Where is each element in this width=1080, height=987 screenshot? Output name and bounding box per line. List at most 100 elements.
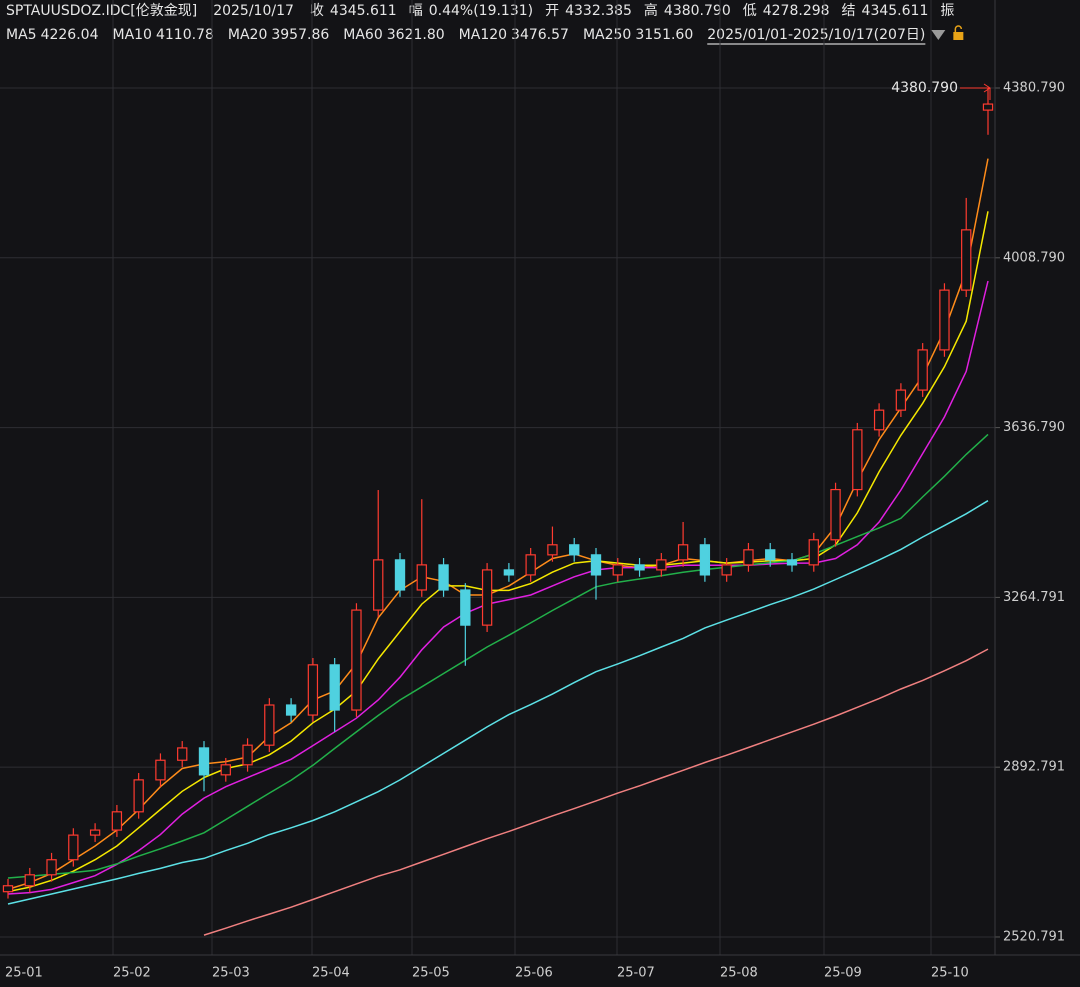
ma-line	[7, 280, 989, 895]
candle-body	[2, 885, 14, 893]
legend-name: MA5	[6, 27, 37, 43]
y-tick-label: 3264.791	[1003, 590, 1065, 605]
x-tick-label: 25-07	[617, 966, 655, 981]
candle-body	[634, 564, 645, 571]
y-tick-label: 4380.790	[1003, 81, 1065, 96]
x-tick-label: 25-02	[113, 966, 151, 981]
candle-body	[68, 834, 79, 861]
legend-name: MA20	[228, 27, 267, 43]
quote-label: 低	[743, 3, 757, 19]
quote-value: 4380.790	[664, 3, 731, 19]
candle-body	[590, 554, 602, 576]
candle-body	[765, 549, 776, 561]
legend-value: 3151.60	[635, 27, 693, 43]
axes: 4380.790 4008.790 3636.790 3264.791 2892.791…	[5, 80, 1065, 980]
grid	[0, 0, 995, 955]
header: SPTAUUSDOZ.IDC[伦敦金现] 2025/10/17 收 4345.611 幅…	[6, 2, 954, 19]
legend-value: 4226.04	[41, 27, 99, 43]
quote-value: 0.44%(19.131)	[429, 3, 533, 19]
x-tick-label: 25-05	[412, 966, 450, 981]
legend: MA5 4226.04 MA10 4110.78 MA20 3957.86 MA60 3621…	[6, 25, 964, 45]
candle-body	[242, 744, 253, 766]
candle-body	[220, 764, 231, 776]
x-tick-label: 25-01	[5, 966, 43, 981]
x-tick-label: 25-06	[515, 966, 553, 981]
candle-body	[873, 409, 885, 431]
candle-body	[46, 859, 57, 876]
max-label: 4380.790	[891, 80, 958, 96]
ma-line	[7, 500, 989, 905]
quote-value: 4278.298	[763, 3, 830, 19]
legend-name: MA250	[583, 27, 631, 43]
quote-label: 幅	[409, 3, 423, 19]
dropdown	[931, 30, 946, 40]
candle-body	[982, 103, 994, 111]
candle-body	[786, 559, 798, 566]
candle-body	[743, 549, 754, 566]
candle-body	[373, 559, 384, 611]
legend-value: 3621.80	[387, 27, 445, 43]
candle-body	[351, 609, 362, 711]
candles	[2, 88, 994, 899]
y-tick-label: 2892.791	[1003, 760, 1065, 775]
legend-name: MA120	[459, 27, 507, 43]
quote-value: 4345.611	[330, 3, 397, 19]
quote-label: 收	[310, 3, 324, 19]
legend-value: 3957.86	[271, 27, 329, 43]
candle-body	[939, 289, 950, 351]
date-range: 2025/01/01-2025/10/17(207日)	[707, 27, 925, 43]
symbol: SPTAUUSDOZ.IDC[伦敦金现]	[6, 3, 197, 19]
candle-body	[525, 554, 536, 576]
candle-body	[569, 544, 580, 556]
candle-body	[612, 564, 623, 576]
x-tick-label: 25-04	[312, 966, 350, 981]
y-tick-label: 4008.790	[1003, 250, 1065, 265]
ma-line	[7, 211, 989, 893]
lock-icon	[953, 32, 964, 40]
candle-body	[155, 759, 166, 781]
x-tick-label: 25-10	[931, 966, 969, 981]
quote-value: 4332.385	[565, 3, 632, 19]
candle-body	[656, 559, 667, 571]
candle-body	[547, 544, 558, 556]
candle-body	[307, 664, 319, 716]
quote-label: 开	[545, 3, 559, 19]
y-tick-label: 2520.791	[1003, 929, 1065, 944]
candle-body	[677, 544, 689, 561]
candle-body	[89, 829, 101, 836]
candle-body	[895, 389, 907, 411]
lock-shackle	[954, 25, 963, 32]
candle-body	[416, 564, 427, 591]
candle-body	[503, 569, 515, 576]
candle-body	[111, 811, 123, 831]
candle-body	[285, 704, 297, 716]
candle-body	[830, 488, 841, 541]
legend-name: MA10	[112, 27, 151, 43]
legend-value: 4110.78	[156, 27, 214, 43]
ma-line	[203, 648, 989, 936]
candle-body	[177, 747, 188, 761]
candle-body	[699, 544, 711, 576]
quote-value: 4345.611	[862, 3, 929, 19]
candle-body	[438, 564, 449, 591]
x-tick-label: 25-08	[720, 966, 758, 981]
quote-label: 振	[940, 3, 954, 19]
legend-value: 3476.57	[511, 27, 569, 43]
quote-label: 高	[644, 2, 658, 19]
y-tick-label: 3636.790	[1003, 420, 1065, 435]
candle-body	[264, 704, 275, 746]
date: 2025/10/17	[213, 3, 294, 19]
candle-body	[133, 779, 144, 813]
x-tick-label: 25-09	[824, 966, 862, 981]
candle-body	[852, 429, 863, 491]
candle-body	[961, 229, 972, 291]
candle-body	[24, 874, 35, 887]
candle-body	[481, 569, 493, 626]
ma-lines	[7, 158, 989, 936]
candle-body	[721, 564, 732, 576]
candle-body	[917, 349, 928, 391]
candle-body	[329, 664, 340, 711]
